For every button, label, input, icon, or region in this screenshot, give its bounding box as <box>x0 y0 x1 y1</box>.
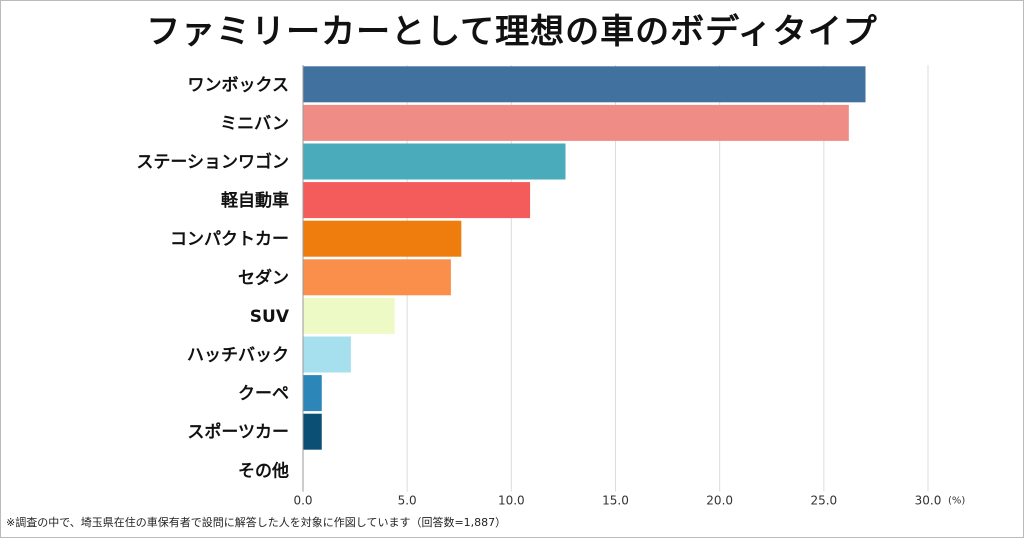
category-label: 軽自動車 <box>221 190 289 211</box>
bar <box>303 297 395 334</box>
bar <box>303 182 531 219</box>
x-tick-label: 20.0 <box>706 494 733 508</box>
bar <box>303 413 322 450</box>
chart-title: ファミリーカーとして理想の車のボディタイプ <box>146 12 878 52</box>
x-tick-label: 0.0 <box>293 494 312 508</box>
category-label: ハッチバック <box>187 346 289 366</box>
x-tick-label: 25.0 <box>810 494 837 508</box>
category-label: コンパクトカー <box>170 230 289 250</box>
category-label: クーペ <box>238 384 289 404</box>
x-tick-label: 10.0 <box>498 494 525 508</box>
category-label: セダン <box>238 267 289 288</box>
category-label: SUV <box>250 307 290 327</box>
category-label: その他 <box>238 460 289 481</box>
category-label: ミニバン <box>220 114 289 134</box>
category-label: スポーツカー <box>187 422 289 443</box>
bar <box>303 104 849 141</box>
x-tick-label: 15.0 <box>602 494 629 508</box>
bar <box>303 66 866 103</box>
x-tick-label: 30.0 <box>915 494 942 508</box>
bar <box>303 336 351 373</box>
bar <box>303 143 566 180</box>
category-label: ワンボックス <box>188 75 290 95</box>
category-label: ステーションワゴン <box>136 152 289 173</box>
bar <box>303 375 322 412</box>
bar <box>303 259 451 296</box>
x-axis-unit: (%) <box>948 496 965 507</box>
bar <box>303 220 462 257</box>
footnote: ※調査の中で、埼玉県在住の車保有者で設問に解答した人を対象に作図しています（回答… <box>6 516 507 529</box>
x-tick-label: 5.0 <box>398 494 417 508</box>
